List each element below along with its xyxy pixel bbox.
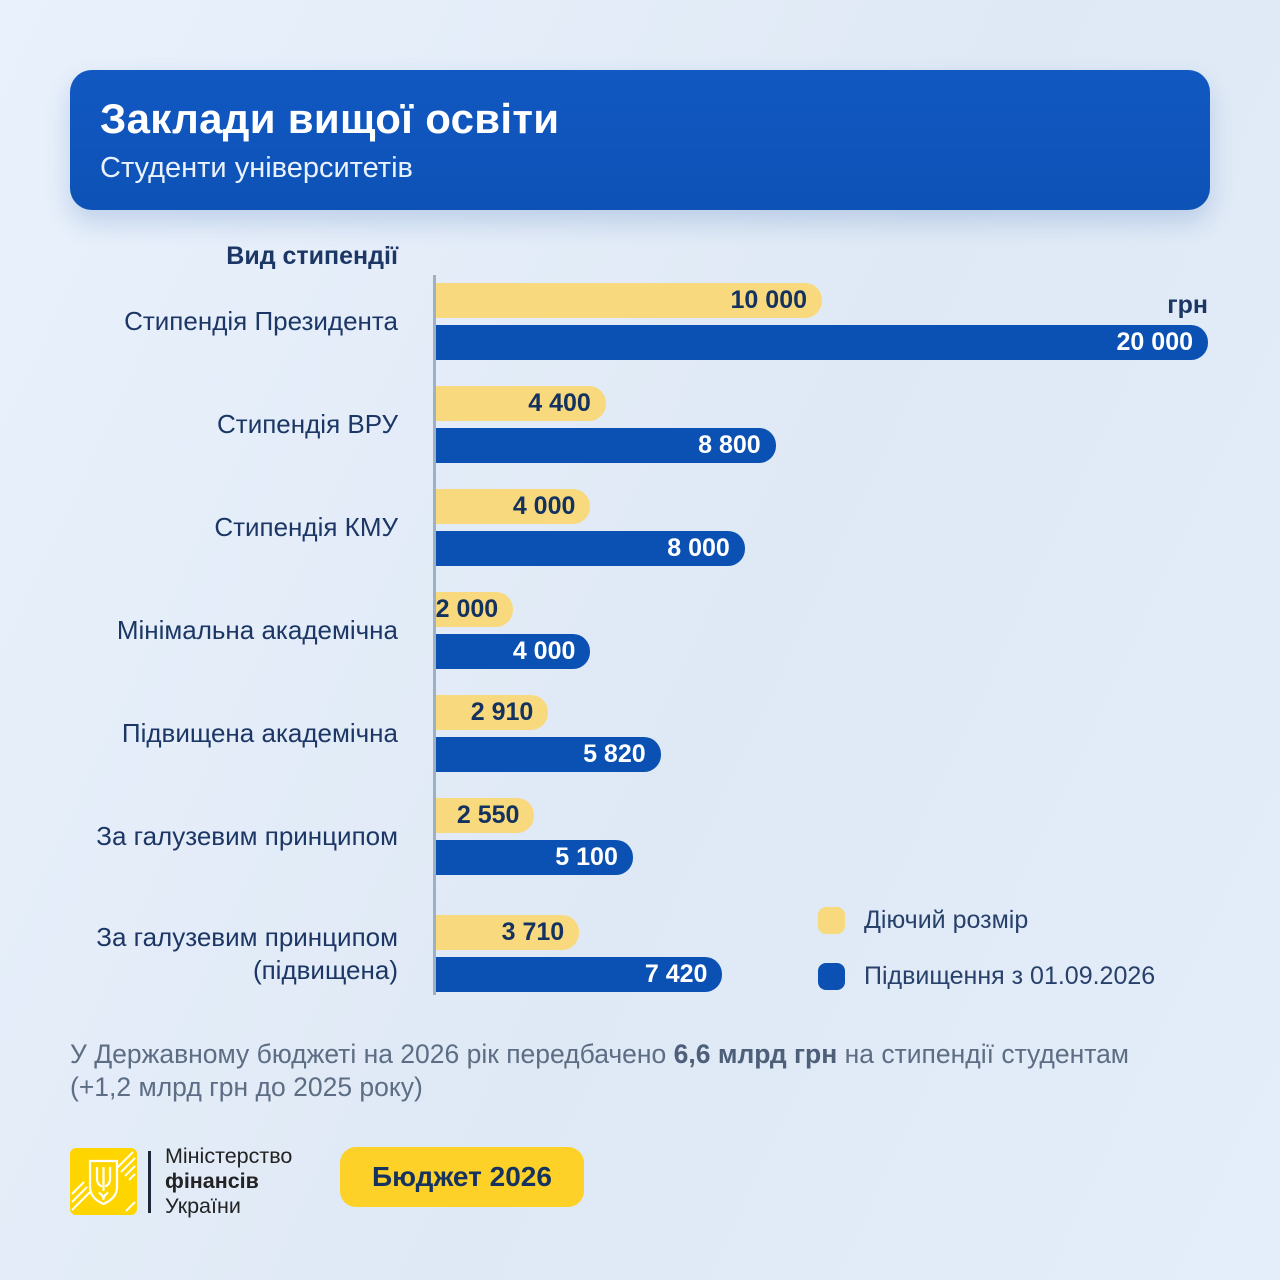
category-label: Мінімальна академічна — [116, 615, 398, 646]
category-label: Стипендія КМУ — [214, 512, 398, 543]
bar-pair: 2 550 5 100 — [436, 798, 1208, 875]
bar-value-label: 4 400 — [528, 389, 591, 417]
page-subtitle: Студенти університетів — [100, 152, 413, 184]
category-label: За галузевим принципом — [96, 821, 398, 852]
legend-label-current: Діючий розмір — [864, 906, 1029, 934]
logo-line1: Міністерство — [165, 1144, 293, 1168]
footnote-text: У Державному бюджеті на 2026 рік передба… — [70, 1039, 674, 1069]
bar-increased-size: 7 420 — [436, 957, 723, 992]
bar-value-label: 8 000 — [667, 534, 730, 562]
legend-item-current-size: Діючий розмір — [818, 906, 1155, 935]
ministry-logo: Міністерство фінансів України — [70, 1144, 292, 1219]
bar-current-size: 4 400 — [436, 386, 606, 421]
bar-value-label: 8 800 — [698, 431, 761, 459]
bar-value-label: 7 420 — [644, 960, 708, 988]
logo-text: Міністерство фінансів України — [165, 1144, 292, 1219]
bar-increased-size: 8 800 — [436, 428, 776, 463]
currency-unit-label: грн — [1167, 291, 1208, 319]
bar-pair: 10 000 20 000 — [436, 283, 1208, 360]
category-label: Стипендія Президента — [124, 306, 398, 337]
footnote: У Державному бюджеті на 2026 рік передба… — [70, 1038, 1220, 1104]
chart-row: Мінімальна академічна 2 000 4 000 — [0, 592, 1280, 669]
legend-item-increase: Підвищення з 01.09.2026 — [818, 962, 1155, 991]
bar-increased-size: 20 000 — [436, 325, 1208, 360]
category-label: Стипендія ВРУ — [217, 409, 398, 440]
bar-value-label: 2 910 — [470, 698, 534, 726]
bar-pair: 4 400 8 800 — [436, 386, 1208, 463]
logo-line3: України — [165, 1194, 241, 1218]
logo-line2: фінансів — [165, 1169, 259, 1193]
footnote-amount: 6,6 млрд грн — [673, 1039, 838, 1069]
bar-pair: 4 000 8 000 — [436, 489, 1208, 566]
category-label: За галузевим принципом (підвищена) — [96, 922, 398, 985]
chart-row: За галузевим принципом (підвищена) 3 710 7… — [0, 915, 1280, 992]
bar-increased-size: 5 100 — [436, 840, 633, 875]
bar-pair: 3 710 7 420 — [436, 915, 1208, 992]
bar-value-label: 3 710 — [501, 918, 565, 946]
bar-value-label: 2 550 — [456, 801, 520, 829]
logo-divider — [148, 1150, 151, 1213]
header-card: Заклади вищої освіти Студенти університе… — [70, 70, 1210, 210]
bar-value-label: 5 820 — [583, 740, 646, 768]
bar-current-size: 4 000 — [436, 489, 591, 524]
legend-swatch-blue — [818, 963, 845, 990]
chart-rows: Стипендія Президента 10 000 20 000 Стипенді… — [0, 283, 1280, 992]
chart-row: Стипендія ВРУ 4 400 8 800 — [0, 386, 1280, 463]
chart-row: За галузевим принципом 2 550 5 100 — [0, 798, 1280, 875]
bar-value-label: 10 000 — [730, 286, 807, 314]
trident-emblem-icon — [70, 1148, 137, 1215]
chart-legend: Діючий розмір Підвищення з 01.09.2026 — [818, 906, 1155, 991]
y-axis-line — [433, 275, 436, 995]
bar-current-size: 2 910 — [436, 695, 549, 730]
bar-pair: 2 000 4 000 — [436, 592, 1208, 669]
bar-value-label: 5 100 — [555, 843, 618, 871]
footnote-line2: (+1,2 млрд грн до 2025 року) — [70, 1072, 423, 1103]
axis-title: Вид стипендії — [226, 242, 398, 270]
page-title: Заклади вищої освіти — [100, 95, 560, 142]
bar-current-size: 2 000 — [435, 592, 514, 627]
category-label: Підвищена академічна — [121, 718, 398, 749]
chart-row: Підвищена академічна 2 910 5 820 — [0, 695, 1280, 772]
chart-row: Стипендія КМУ 4 000 8 000 — [0, 489, 1280, 566]
bar-increased-size: 5 820 — [436, 737, 661, 772]
bar-increased-size: 8 000 — [436, 531, 745, 566]
bar-value-label: 4 000 — [512, 637, 576, 665]
bar-current-size: 2 550 — [436, 798, 535, 833]
bar-value-label: 4 000 — [512, 492, 576, 520]
footnote-text-suffix: на стипендії студентам — [837, 1039, 1130, 1069]
chart-row: Стипендія Президента 10 000 20 000 — [0, 283, 1280, 360]
bar-value-label: 2 000 — [435, 595, 499, 623]
bar-current-size: 3 710 — [436, 915, 580, 950]
legend-label-increase: Підвищення з 01.09.2026 — [864, 962, 1156, 990]
bar-value-label: 20 000 — [1116, 328, 1193, 356]
bar-pair: 2 910 5 820 — [436, 695, 1208, 772]
legend-swatch-yellow — [818, 907, 845, 934]
budget-2026-badge: Бюджет 2026 — [340, 1147, 584, 1207]
bar-current-size: 10 000 — [436, 283, 822, 318]
bar-increased-size: 4 000 — [436, 634, 591, 669]
